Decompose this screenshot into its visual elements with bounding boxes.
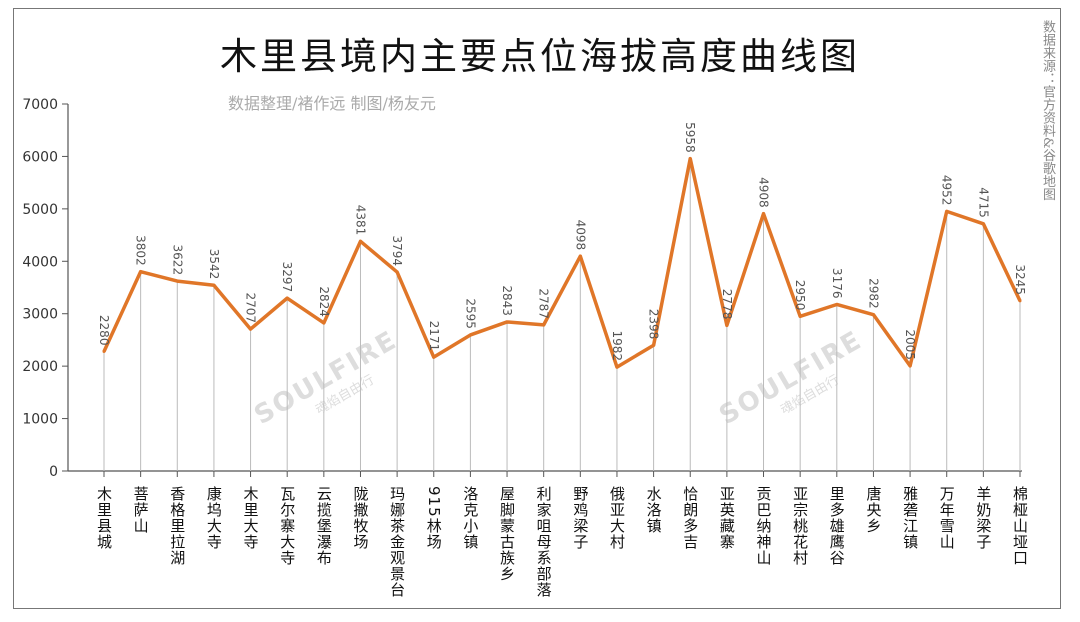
x-tick-label: 洛克小镇 [461,486,479,550]
data-label: 2787 [537,288,551,319]
data-point [908,364,912,368]
data-label: 2707 [244,293,258,324]
x-tick-label: 贡巴纳神山 [755,486,773,566]
y-tick-label: 5000 [22,202,58,218]
data-label: 4381 [353,205,367,236]
watermark: SOULFIRE [249,325,402,431]
data-point [578,254,582,258]
y-tick-label: 4000 [22,254,58,270]
data-label: 4098 [573,220,587,251]
data-point [505,320,509,324]
x-tick-label: 羊奶梁子 [974,486,992,550]
data-point [835,302,839,306]
data-point [432,355,436,359]
x-tick-label: 玛娜茶金观景台 [388,486,406,598]
x-tick-label: 利家咀母系部落 [535,486,553,598]
data-point [798,314,802,318]
x-tick-label: 云揽堡瀑布 [315,486,333,566]
data-label: 2171 [427,321,441,352]
x-tick-label: 俄亚大村 [608,486,626,550]
data-point [1018,299,1022,303]
data-label: 2778 [720,289,734,320]
x-tick-label: 屋脚蒙古族乡 [498,486,516,582]
x-tick-label: 恰朗多吉 [681,486,699,550]
x-tick-label: 陇撒牧场 [351,486,369,550]
x-tick-label: 木里县城 [95,486,113,550]
data-label: 3794 [390,236,404,267]
data-label: 2595 [463,298,477,329]
x-tick-label: 915林场 [425,486,443,550]
data-label: 3245 [1013,264,1027,295]
data-label: 2280 [97,315,111,346]
x-tick-label: 里多雄鹰谷 [828,486,846,566]
data-label: 2824 [317,286,331,317]
x-tick-label: 木里大寺 [242,486,260,550]
data-point [542,323,546,327]
data-point [139,270,143,274]
data-label: 3176 [830,268,844,299]
x-tick-label: 水洛镇 [645,486,663,534]
data-point [871,313,875,317]
data-point [212,283,216,287]
data-label: 2950 [793,280,807,311]
data-point [652,343,656,347]
data-label: 2982 [866,278,880,309]
x-tick-label: 棉桠山垭口 [1011,486,1029,566]
watermark: SOULFIRE [714,325,867,431]
y-tick-label: 0 [49,464,58,480]
data-label: 2843 [500,285,514,316]
chart-subtitle: 数据整理/褚作远 制图/杨友元 [228,94,436,113]
data-point [945,209,949,213]
data-label: 4908 [757,177,771,208]
series-line [102,156,1022,369]
data-source: 数据来源：官方资料&谷歌地图 [1040,20,1055,201]
data-label: 3802 [134,235,148,266]
data-label: 3297 [280,262,294,293]
x-tick-label: 瓦尔寨大寺 [278,486,296,566]
data-point [102,349,106,353]
data-point [615,365,619,369]
data-label: 3542 [207,249,221,280]
x-tick-label: 亚英藏寨 [718,486,736,550]
y-tick-label: 1000 [22,412,58,428]
y-tick-label: 2000 [22,359,58,375]
x-tick-label: 唐央乡 [864,486,882,534]
x-tick-label: 菩萨山 [132,486,150,534]
data-point [468,333,472,337]
x-tick-label: 亚宗桃花村 [791,486,809,566]
data-point [762,212,766,216]
data-point [175,279,179,283]
y-tick-label: 7000 [22,97,58,113]
x-tick-label: 康坞大寺 [205,486,223,550]
x-tick-label: 野鸡梁子 [571,486,589,550]
data-label: 5958 [683,122,697,153]
y-tick-label: 6000 [22,149,58,165]
data-point [981,222,985,226]
data-point [688,157,692,161]
data-point [358,239,362,243]
data-point [285,296,289,300]
data-point [249,327,253,331]
chart-title: 木里县境内主要点位海拔高度曲线图 [220,35,860,78]
data-point [395,270,399,274]
y-tick-label: 3000 [22,307,58,323]
data-point [322,321,326,325]
data-point [725,323,729,327]
data-label: 4952 [940,175,954,206]
data-label: 2005 [903,329,917,360]
data-label: 1982 [610,331,624,362]
x-tick-label: 香格里拉湖 [168,486,186,566]
data-label: 3622 [170,245,184,276]
data-label: 2398 [647,309,661,340]
x-tick-label: 雅砻江镇 [901,486,919,550]
data-label: 4715 [976,187,990,218]
chart-frame [13,8,1061,609]
x-tick-label: 万年雪山 [938,486,956,550]
